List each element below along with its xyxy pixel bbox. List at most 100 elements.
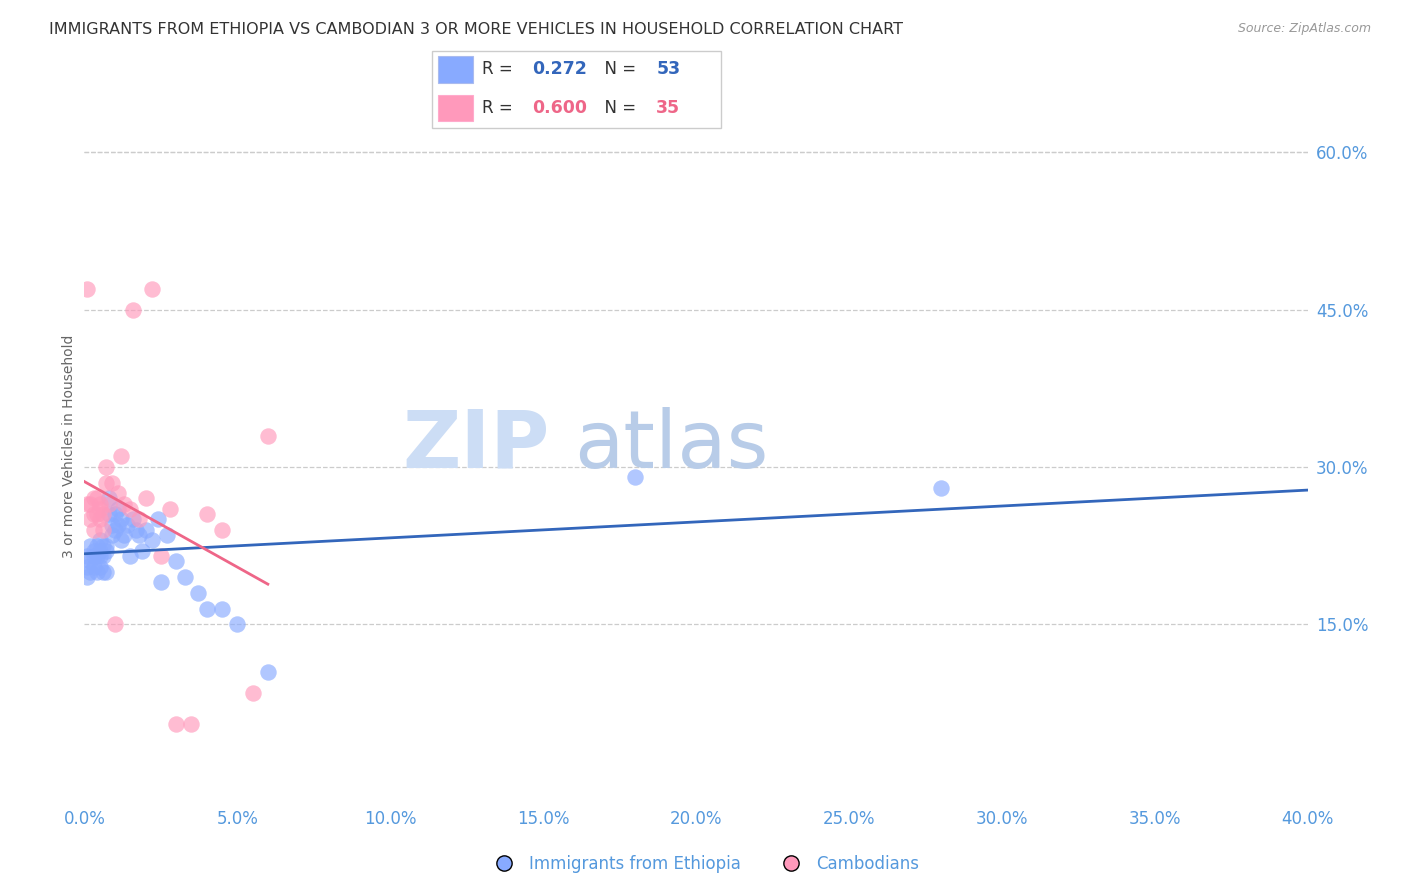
Point (141, 533, 163, 548)
Point (101, 528, 124, 542)
Point (141, 282, 163, 296)
Point (180, 717, 202, 731)
Point (76, 282, 98, 296)
Point (86, 491, 108, 506)
Point (110, 512, 132, 526)
Legend: Immigrants from Ethiopia, Cambodians: Immigrants from Ethiopia, Cambodians (481, 848, 925, 880)
Point (131, 544, 153, 558)
Point (104, 507, 127, 521)
Point (186, 586, 208, 600)
Text: R =: R = (482, 99, 517, 117)
Point (104, 523, 127, 537)
Point (211, 523, 233, 537)
Point (211, 601, 233, 615)
Text: atlas: atlas (574, 407, 768, 485)
Point (242, 685, 264, 699)
Point (86, 549, 108, 564)
Point (107, 502, 129, 516)
Point (79, 565, 101, 579)
Point (91, 507, 114, 521)
Point (104, 617, 127, 632)
Point (83, 559, 105, 574)
Point (89, 512, 111, 526)
Point (135, 523, 157, 537)
Point (122, 512, 145, 526)
Point (86, 565, 108, 579)
Point (195, 507, 218, 521)
Point (929, 481, 952, 495)
Point (76, 549, 98, 564)
Point (91, 565, 114, 579)
Point (226, 617, 249, 632)
FancyBboxPatch shape (432, 51, 721, 128)
Point (195, 601, 218, 615)
Point (91, 549, 114, 564)
Point (91, 539, 114, 553)
Point (89, 559, 111, 574)
Point (83, 544, 105, 558)
Point (97, 497, 120, 511)
Point (120, 502, 142, 516)
Point (115, 517, 138, 532)
Point (76, 570, 98, 584)
Point (101, 475, 124, 490)
Text: 0.272: 0.272 (533, 60, 588, 78)
Point (94, 565, 117, 579)
FancyBboxPatch shape (437, 56, 472, 83)
Point (120, 549, 142, 564)
Point (79, 512, 101, 526)
Text: IMMIGRANTS FROM ETHIOPIA VS CAMBODIAN 3 OR MORE VEHICLES IN HOUSEHOLD CORRELATIO: IMMIGRANTS FROM ETHIOPIA VS CAMBODIAN 3 … (49, 22, 903, 37)
Text: 0.600: 0.600 (533, 99, 588, 117)
Point (107, 517, 129, 532)
Point (97, 507, 120, 521)
Point (257, 665, 280, 679)
Point (89, 549, 111, 564)
Point (83, 549, 105, 564)
Point (97, 491, 120, 506)
Point (174, 570, 197, 584)
Point (94, 539, 117, 553)
Point (83, 491, 105, 506)
Point (110, 450, 132, 464)
Point (89, 533, 111, 548)
Point (165, 717, 187, 731)
Point (89, 502, 111, 516)
Point (79, 554, 101, 568)
Point (83, 507, 105, 521)
Point (107, 486, 129, 500)
Point (94, 475, 117, 490)
Point (159, 502, 181, 516)
Y-axis label: 3 or more Vehicles in Household: 3 or more Vehicles in Household (62, 334, 76, 558)
Point (122, 302, 145, 317)
Point (83, 523, 105, 537)
Point (128, 512, 150, 526)
FancyBboxPatch shape (437, 95, 472, 121)
Text: R =: R = (482, 60, 523, 78)
Point (94, 544, 117, 558)
Text: Source: ZipAtlas.com: Source: ZipAtlas.com (1237, 22, 1371, 36)
Point (94, 460, 117, 475)
Point (135, 491, 157, 506)
Point (89, 544, 111, 558)
Point (149, 549, 172, 564)
Point (86, 507, 108, 521)
Text: 35: 35 (657, 99, 681, 117)
Point (128, 528, 150, 542)
Point (165, 554, 187, 568)
Point (86, 539, 108, 553)
Point (112, 528, 135, 542)
Point (76, 559, 98, 574)
Text: 53: 53 (657, 60, 681, 78)
Point (91, 523, 114, 537)
Text: ZIP: ZIP (402, 407, 550, 485)
Point (125, 523, 148, 537)
Point (110, 533, 132, 548)
Point (156, 528, 179, 542)
Point (149, 575, 172, 590)
Point (112, 497, 135, 511)
Point (146, 512, 169, 526)
Text: N =: N = (595, 99, 641, 117)
Point (624, 470, 647, 484)
Point (257, 428, 280, 442)
Point (79, 539, 101, 553)
